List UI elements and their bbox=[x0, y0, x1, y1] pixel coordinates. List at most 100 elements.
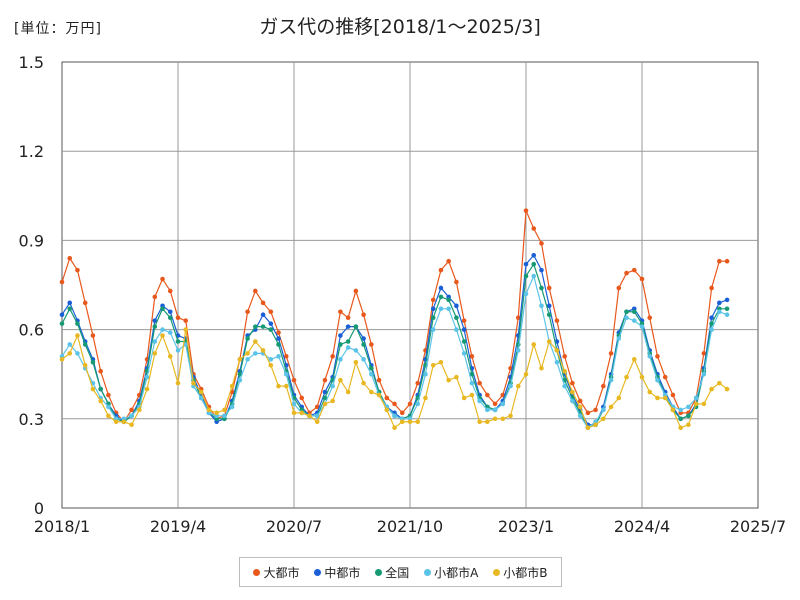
data-point bbox=[570, 389, 575, 395]
data-point bbox=[438, 285, 444, 291]
data-point bbox=[345, 389, 351, 395]
data-point bbox=[647, 389, 653, 395]
data-point bbox=[608, 404, 614, 410]
data-point bbox=[384, 395, 390, 401]
data-point bbox=[59, 279, 65, 285]
data-point bbox=[485, 407, 490, 413]
data-point bbox=[554, 318, 560, 323]
data-point bbox=[577, 404, 583, 410]
unit-label: [単位：万円] bbox=[14, 21, 102, 37]
data-point bbox=[686, 404, 691, 410]
data-point bbox=[330, 383, 335, 389]
data-point bbox=[175, 348, 181, 353]
data-point bbox=[361, 342, 366, 347]
legend-marker bbox=[375, 568, 383, 576]
data-point bbox=[276, 330, 281, 335]
data-point bbox=[206, 407, 212, 413]
data-point bbox=[570, 380, 575, 386]
data-point bbox=[237, 357, 243, 362]
data-point bbox=[430, 306, 436, 312]
data-point bbox=[523, 371, 529, 377]
data-point bbox=[438, 306, 444, 312]
data-point bbox=[260, 348, 266, 353]
data-point bbox=[129, 422, 134, 428]
data-point bbox=[701, 371, 707, 377]
data-point bbox=[376, 392, 382, 398]
data-point bbox=[724, 297, 730, 303]
data-point bbox=[407, 401, 413, 407]
data-point bbox=[709, 386, 714, 392]
data-point bbox=[160, 306, 165, 312]
data-point bbox=[106, 404, 111, 410]
data-point bbox=[253, 324, 258, 329]
data-point bbox=[353, 360, 359, 365]
data-point bbox=[709, 321, 714, 326]
data-point bbox=[160, 333, 165, 338]
data-point bbox=[283, 354, 289, 359]
data-point bbox=[562, 383, 567, 389]
data-point bbox=[106, 392, 111, 398]
data-point bbox=[438, 294, 444, 300]
data-point bbox=[338, 333, 343, 338]
data-point bbox=[531, 342, 537, 347]
data-point bbox=[338, 377, 343, 383]
data-point bbox=[82, 300, 88, 306]
data-point bbox=[299, 395, 305, 401]
data-point bbox=[608, 377, 614, 383]
data-point bbox=[322, 389, 328, 395]
data-point bbox=[369, 365, 374, 371]
legend-marker bbox=[424, 568, 432, 576]
y-tick-label: 1.5 bbox=[19, 53, 44, 72]
data-point bbox=[717, 300, 722, 306]
y-tick-label: 0.9 bbox=[19, 231, 44, 250]
chart-title: ガス代の推移[2018/1～2025/3] bbox=[259, 16, 541, 38]
data-point bbox=[338, 309, 343, 315]
data-point bbox=[369, 389, 374, 395]
data-point bbox=[183, 327, 189, 332]
x-tick-label: 2025/7 bbox=[730, 517, 786, 536]
data-point bbox=[577, 413, 583, 419]
data-point bbox=[345, 315, 351, 321]
data-point bbox=[291, 377, 297, 383]
data-point bbox=[454, 303, 459, 309]
data-point bbox=[624, 315, 629, 321]
data-point bbox=[601, 407, 606, 413]
data-point bbox=[260, 324, 266, 329]
data-point bbox=[253, 339, 258, 344]
data-point bbox=[314, 413, 320, 419]
data-point bbox=[399, 410, 405, 416]
data-point bbox=[585, 410, 591, 416]
data-point bbox=[655, 354, 660, 359]
data-point bbox=[724, 312, 730, 318]
data-point bbox=[670, 392, 676, 398]
data-point bbox=[322, 401, 328, 407]
data-point bbox=[276, 336, 281, 341]
x-tick-label: 2019/4 bbox=[150, 517, 206, 536]
data-point bbox=[562, 368, 567, 374]
data-point bbox=[608, 351, 614, 356]
data-point bbox=[90, 360, 96, 365]
data-point bbox=[415, 401, 421, 407]
data-point bbox=[98, 398, 103, 404]
data-point bbox=[369, 371, 374, 377]
data-point bbox=[601, 383, 606, 389]
data-point bbox=[678, 407, 683, 413]
data-point bbox=[67, 300, 73, 306]
data-point bbox=[562, 354, 567, 359]
data-point bbox=[307, 413, 312, 419]
data-point bbox=[152, 318, 158, 323]
data-point bbox=[283, 383, 289, 389]
data-point bbox=[662, 395, 668, 401]
data-point bbox=[276, 383, 281, 389]
data-point bbox=[461, 395, 467, 401]
data-point bbox=[67, 255, 73, 261]
data-point bbox=[461, 351, 467, 356]
data-point bbox=[469, 371, 475, 377]
data-point bbox=[701, 401, 707, 407]
legend-marker bbox=[314, 568, 322, 576]
data-point bbox=[709, 327, 714, 332]
data-point bbox=[485, 392, 490, 398]
data-point bbox=[593, 422, 598, 428]
